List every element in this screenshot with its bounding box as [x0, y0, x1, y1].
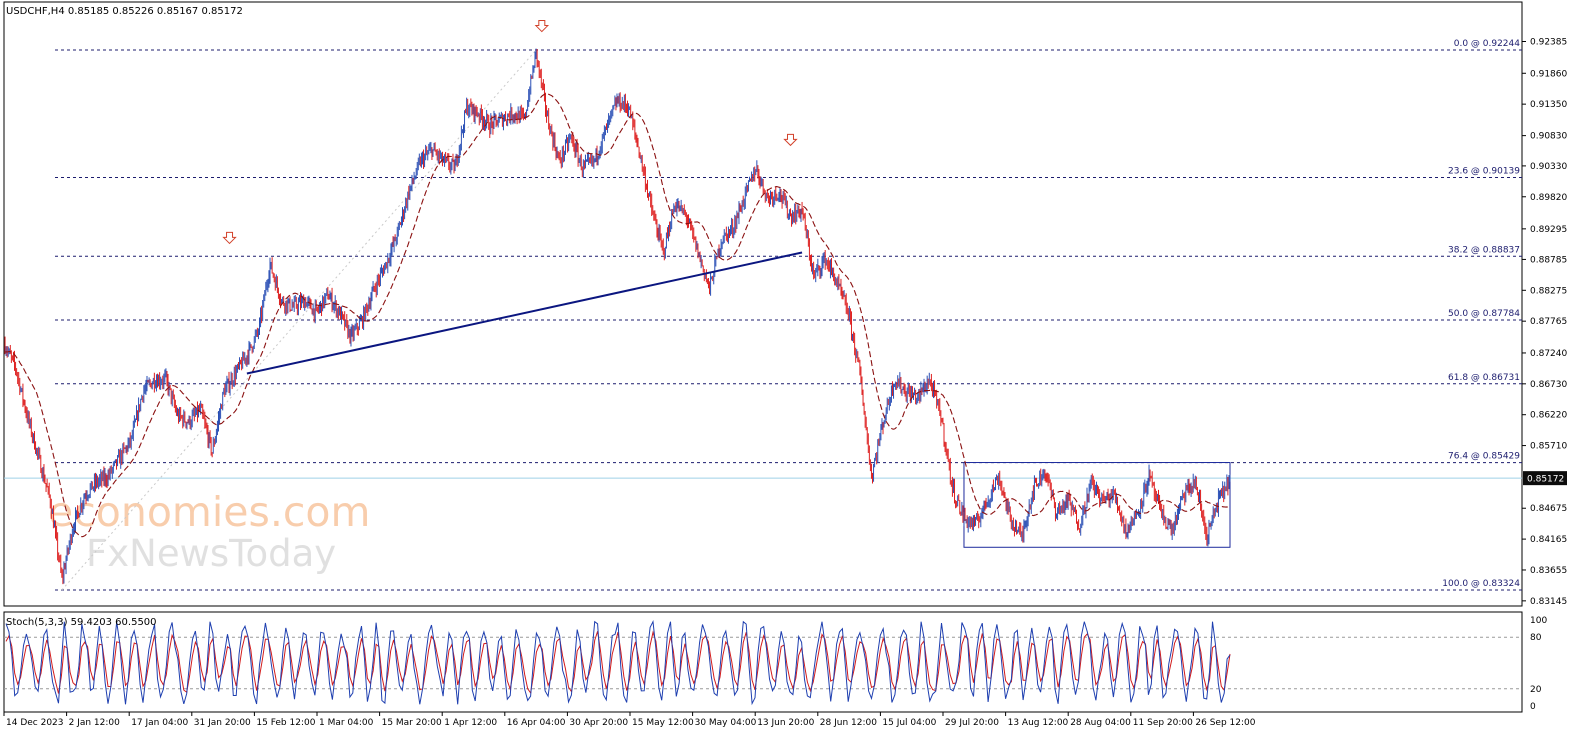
- y-tick-label: 0.86730: [1530, 380, 1567, 390]
- y-tick-label: 0.92385: [1530, 37, 1567, 47]
- down-arrow-icon: [222, 231, 237, 245]
- stochastic-panel-border: [3, 611, 1523, 713]
- watermark-economies: economies.com: [48, 488, 370, 536]
- fib-level-label: 100.0 @ 0.83324: [1442, 579, 1520, 589]
- fib-level-label: 50.0 @ 0.87784: [1448, 309, 1520, 319]
- chart-header: USDCHF,H4 0.85185 0.85226 0.85167 0.8517…: [6, 6, 243, 17]
- x-tick-label: 26 Sep 12:00: [1195, 718, 1255, 728]
- stochastic-y-tick-label: 0: [1530, 702, 1536, 712]
- neckline-trendline[interactable]: [246, 251, 803, 375]
- stochastic-main-line: [5, 619, 1231, 706]
- y-tick-label: 0.85710: [1530, 442, 1567, 452]
- x-tick-label: 14 Dec 2023: [6, 718, 64, 728]
- y-tick-label: 0.88275: [1530, 286, 1567, 296]
- x-tick-label: 31 Jan 20:00: [194, 718, 251, 728]
- x-tick-label: 13 Jun 20:00: [757, 718, 814, 728]
- x-tick-label: 2 Jan 12:00: [69, 718, 121, 728]
- watermark-fxnewstoday: FxNewsToday: [86, 532, 336, 575]
- stochastic-title: Stoch(5,3,3) 59.4203 60.5500: [6, 617, 157, 628]
- x-tick-label: 30 Apr 20:00: [569, 718, 628, 728]
- y-tick-label: 0.90830: [1530, 132, 1567, 142]
- x-tick-label: 28 Aug 04:00: [1070, 718, 1131, 728]
- y-tick-label: 0.84165: [1530, 535, 1567, 545]
- y-tick-label: 0.87240: [1530, 349, 1567, 359]
- y-tick-label: 0.87765: [1530, 317, 1567, 327]
- x-tick-label: 11 Sep 20:00: [1133, 718, 1193, 728]
- x-tick-label: 29 Jul 20:00: [945, 718, 999, 728]
- consolidation-range-box: [963, 462, 1231, 548]
- fib-level-label: 61.8 @ 0.86731: [1448, 373, 1520, 383]
- x-tick-label: 15 Jul 04:00: [882, 718, 936, 728]
- y-tick-label: 0.86220: [1530, 411, 1567, 421]
- x-tick-label: 15 May 12:00: [632, 718, 694, 728]
- fib-level-label: 0.0 @ 0.92244: [1454, 39, 1521, 49]
- y-tick-label: 0.84675: [1530, 504, 1567, 514]
- current-price-tag: [1523, 471, 1567, 486]
- x-tick-label: 15 Mar 20:00: [382, 718, 442, 728]
- stochastic-y-tick-label: 100: [1530, 616, 1547, 626]
- y-tick-label: 0.91350: [1530, 100, 1567, 110]
- y-tick-label: 0.83655: [1530, 566, 1567, 576]
- stochastic-y-tick-label: 80: [1530, 633, 1542, 643]
- fib-level-label: 38.2 @ 0.88837: [1448, 245, 1520, 255]
- x-tick-label: 13 Aug 12:00: [1008, 718, 1069, 728]
- moving-average-line: [4, 93, 1231, 538]
- y-tick-label: 0.89295: [1530, 225, 1567, 235]
- x-tick-label: 17 Jan 04:00: [131, 718, 188, 728]
- down-arrow-icon: [534, 20, 550, 33]
- current-price-label: 0.85172: [1527, 475, 1564, 485]
- main-panel-border: [3, 1, 1523, 607]
- stochastic-y-tick-label: 20: [1530, 685, 1542, 695]
- y-tick-label: 0.90330: [1530, 162, 1567, 172]
- x-tick-label: 1 Mar 04:00: [319, 718, 374, 728]
- y-tick-label: 0.83145: [1530, 597, 1567, 607]
- x-tick-label: 1 Apr 12:00: [444, 718, 497, 728]
- y-tick-label: 0.89820: [1530, 193, 1567, 203]
- y-tick-label: 0.88785: [1530, 255, 1567, 265]
- x-tick-label: 30 May 04:00: [695, 718, 757, 728]
- x-tick-label: 16 Apr 04:00: [507, 718, 566, 728]
- fib-level-label: 76.4 @ 0.85429: [1448, 452, 1520, 462]
- down-arrow-icon: [783, 133, 798, 147]
- x-tick-label: 28 Jun 12:00: [820, 718, 877, 728]
- x-tick-label: 15 Feb 12:00: [256, 718, 315, 728]
- y-tick-label: 0.91860: [1530, 69, 1567, 79]
- fib-level-label: 23.6 @ 0.90139: [1448, 166, 1520, 176]
